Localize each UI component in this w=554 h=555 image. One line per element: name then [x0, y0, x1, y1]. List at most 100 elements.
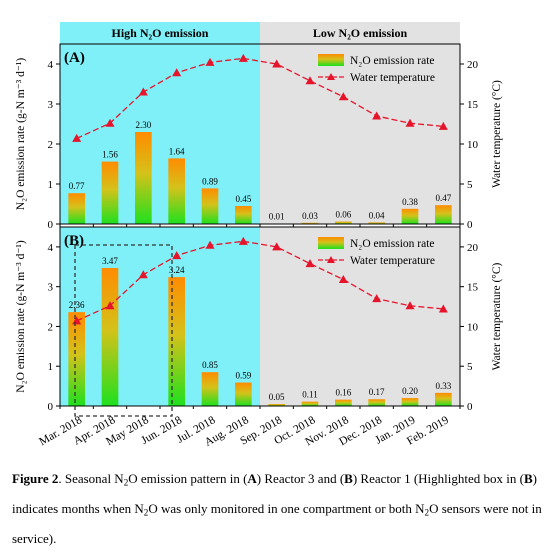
temperature-point	[172, 251, 182, 260]
bar	[101, 161, 119, 224]
y-tick-label: 2	[48, 139, 54, 151]
bar	[401, 208, 419, 224]
high-band-label: High N₂O emission	[112, 26, 209, 40]
temperature-point	[138, 87, 148, 96]
bar	[235, 382, 252, 406]
y2-tick-label: 20	[467, 59, 479, 71]
legend-bar-swatch	[318, 237, 344, 249]
bar-data-label: 0.59	[235, 371, 251, 381]
legend-bar-swatch	[318, 54, 344, 66]
caption-label: Figure 2	[12, 471, 59, 486]
bar	[401, 398, 419, 406]
temperature-point	[238, 53, 248, 62]
y2-tick-label: 5	[467, 361, 473, 373]
legend-line-marker	[327, 73, 335, 80]
bar-data-label: 0.16	[335, 388, 351, 398]
y2-tick-label: 0	[467, 219, 473, 231]
y2-tick-label: 5	[467, 179, 473, 191]
y-tick-label: 2	[48, 321, 54, 333]
high-band-header	[60, 22, 260, 44]
bar-data-label: 2.36	[69, 300, 85, 310]
bar	[201, 372, 219, 406]
bar	[335, 399, 352, 406]
caption-panel-b: B	[523, 471, 533, 486]
bar	[135, 132, 152, 224]
y-tick-label: 0	[48, 401, 54, 413]
legend-line-marker	[327, 256, 335, 263]
high-band-bg	[60, 44, 260, 224]
panel-label: (B)	[64, 233, 84, 249]
bar-data-label: 0.04	[369, 210, 385, 220]
y2-tick-label: 0	[467, 401, 473, 413]
caption-sub: 2	[143, 507, 149, 518]
y2-tick-label: 20	[467, 242, 479, 254]
bar-data-label: 0.85	[202, 360, 218, 370]
bar-data-label: 1.56	[102, 150, 118, 160]
bar-data-label: 0.17	[369, 387, 385, 397]
caption-sub: 2	[123, 477, 129, 488]
y-tick-label: 3	[48, 282, 54, 294]
y2-tick-label: 15	[467, 99, 479, 111]
y2-axis-title: Water temperature (°C)	[491, 80, 503, 188]
temperature-point	[238, 236, 248, 245]
temperature-point	[338, 92, 348, 101]
caption-sub: 2	[424, 507, 430, 518]
temperature-line	[76, 57, 444, 139]
temperature-point	[438, 121, 448, 130]
y-axis-title: N₂O emission rate (g-N m⁻³ d⁻¹)	[15, 240, 27, 393]
bar	[68, 193, 85, 224]
high-band-bg	[60, 227, 260, 406]
temperature-line	[76, 240, 444, 322]
low-band-label: Low N₂O emission	[313, 26, 408, 40]
bar	[68, 312, 85, 406]
low-band-bg	[260, 227, 460, 406]
bar	[101, 267, 119, 406]
temperature-point	[138, 270, 148, 279]
y-tick-label: 4	[48, 242, 54, 254]
bar	[168, 277, 185, 406]
temperature-point	[72, 133, 82, 142]
bar-data-label: 3.47	[102, 256, 118, 266]
bar	[301, 222, 319, 224]
bar-data-label: 0.03	[302, 211, 318, 221]
figure-caption: Figure 2. Seasonal N2O emission pattern …	[12, 464, 542, 554]
bar-data-label: 0.01	[269, 212, 285, 222]
temperature-point	[272, 242, 282, 251]
caption-text: . Seasonal N	[58, 471, 124, 486]
caption-text: ) indicates months when N	[12, 471, 537, 516]
temperature-point	[405, 301, 415, 310]
temperature-point	[105, 118, 115, 127]
temperature-point	[372, 111, 382, 120]
temperature-point	[272, 59, 282, 68]
y2-tick-label: 10	[467, 139, 479, 151]
caption-text: O sensors were not in service).	[12, 501, 542, 546]
y-tick-label: 3	[48, 99, 54, 111]
y-axis-title: N₂O emission rate (g-N m⁻³ d⁻¹)	[15, 58, 27, 211]
caption-text: O emission pattern in (	[128, 471, 248, 486]
bar	[335, 221, 352, 224]
bar-data-label: 0.11	[302, 390, 317, 400]
caption-text: ) Reactor 3 and (	[256, 471, 345, 486]
bar-data-label: 0.05	[269, 392, 285, 402]
bar-data-label: 0.06	[335, 210, 351, 220]
caption-text: ) Reactor 1 (Highlighted box in (	[352, 471, 524, 486]
bar-data-label: 0.47	[435, 193, 451, 203]
bar-data-label: 2.30	[135, 120, 151, 130]
bar	[435, 205, 452, 224]
bar	[368, 399, 385, 406]
temperature-point	[105, 301, 115, 310]
panel-a: 0.77 1.56 2.30 1.64 0.89 0.45 0.01 0.03 0.06 0.04…	[15, 43, 503, 231]
bar-data-label: 0.45	[235, 194, 251, 204]
seasonal-n2o-figure: High N₂O emission Low N₂O emission 0.77 1.5…	[15, 22, 503, 449]
bar	[368, 222, 385, 224]
low-band-header	[260, 22, 460, 44]
bar-data-label: 3.24	[169, 265, 185, 275]
y-tick-label: 1	[48, 179, 54, 191]
y-tick-label: 0	[48, 219, 54, 231]
low-band-bg	[260, 44, 460, 224]
caption-panel-b: B	[344, 471, 353, 486]
bar	[301, 401, 319, 406]
temperature-point	[405, 118, 415, 127]
y-tick-label: 1	[48, 361, 54, 373]
bar	[235, 206, 252, 224]
